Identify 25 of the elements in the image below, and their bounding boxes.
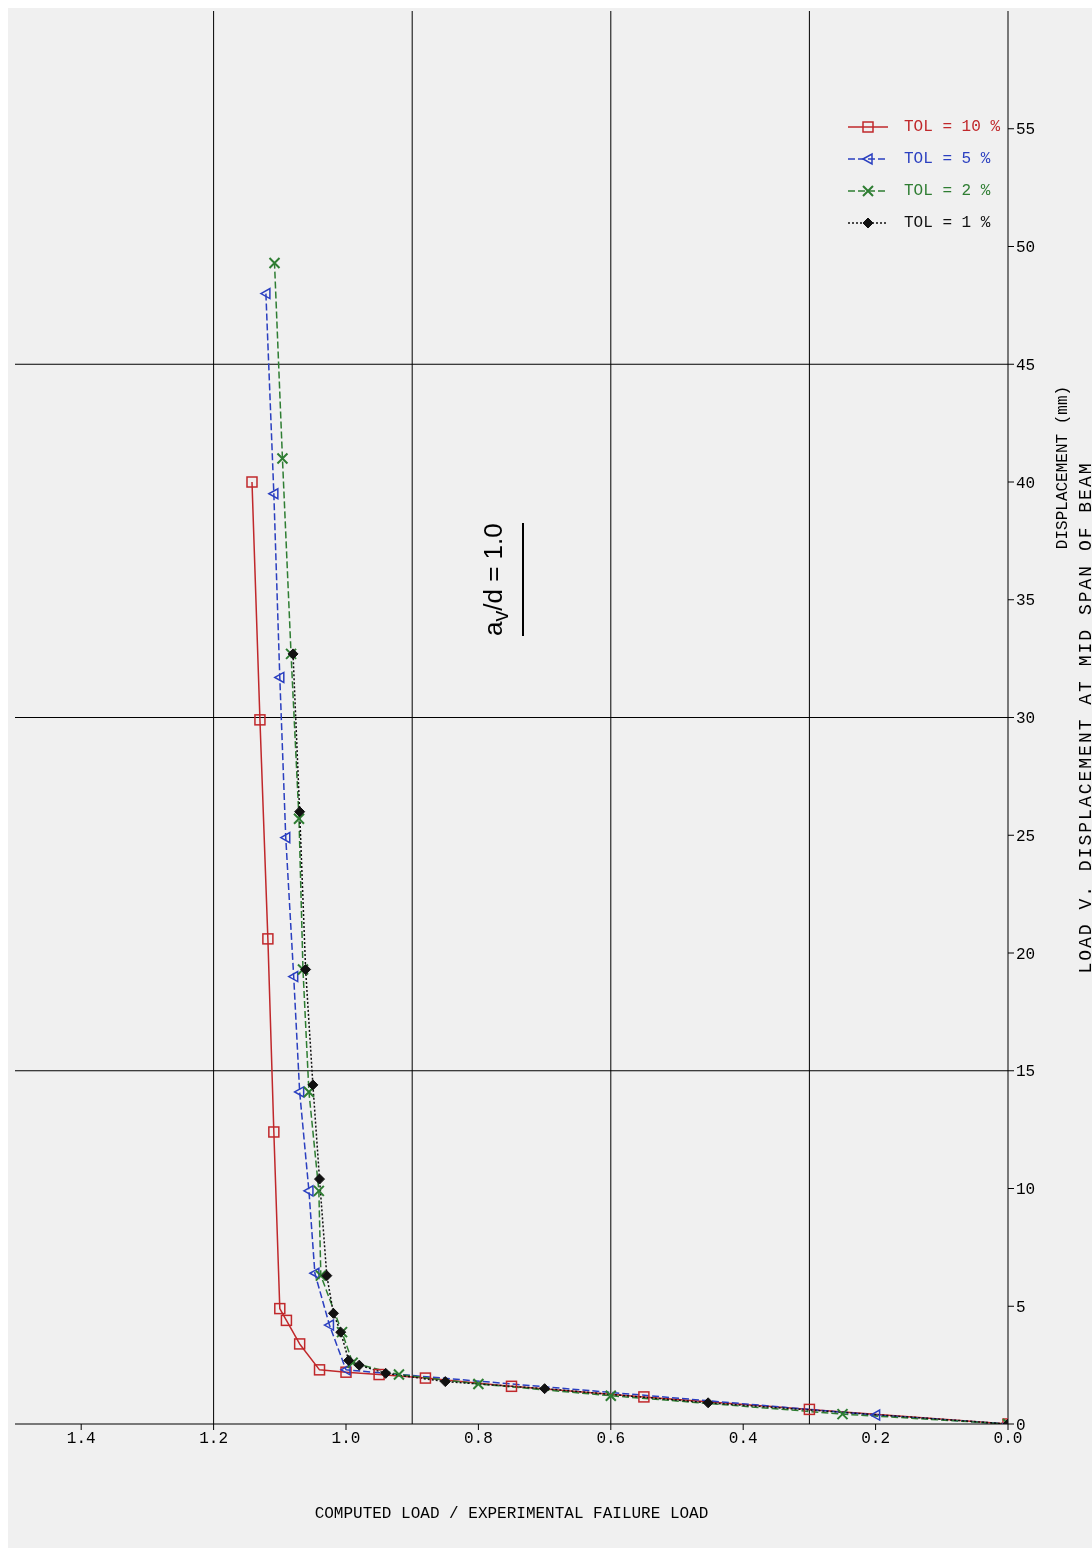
text: LOAD V. DISPLACEMENT AT MID SPAN OF BEAM — [1076, 460, 1092, 976]
y-tick-label: 40 — [1016, 474, 1036, 493]
y-tick-label: 5 — [1016, 1298, 1026, 1317]
y-tick-label: 55 — [1016, 121, 1036, 140]
y-tick-label: 25 — [1016, 827, 1036, 846]
x-axis-title: COMPUTED LOAD / EXPERIMENTAL FAILURE LOAD — [314, 1505, 709, 1523]
x-tick-label: 0.8 — [463, 1430, 493, 1449]
x-tick-label: 1.4 — [66, 1430, 96, 1449]
y-tick-label: 35 — [1016, 592, 1036, 611]
x-tick-label: 1.0 — [331, 1430, 361, 1449]
y-tick-label: 10 — [1016, 1181, 1036, 1200]
x-tick-label: 0.4 — [728, 1430, 758, 1449]
x-tick-label: 1.2 — [199, 1430, 229, 1449]
y-tick-label: 20 — [1016, 945, 1036, 964]
y-tick-label: 45 — [1016, 356, 1036, 375]
y-tick-label: 30 — [1016, 710, 1036, 729]
y-tick-label: 50 — [1016, 239, 1036, 258]
legend-label: TOL = 1 % — [903, 214, 991, 232]
y-tick-label: 15 — [1016, 1063, 1036, 1082]
x-tick-label: 0.2 — [861, 1430, 891, 1449]
legend-label: TOL = 5 % — [903, 150, 991, 168]
y-axis-title: DISPLACEMENT (mm) — [1054, 384, 1072, 552]
legend-label: TOL = 2 % — [903, 182, 991, 200]
legend-label: TOL = 10 % — [903, 118, 1000, 136]
x-tick-label: 0.6 — [596, 1430, 626, 1449]
